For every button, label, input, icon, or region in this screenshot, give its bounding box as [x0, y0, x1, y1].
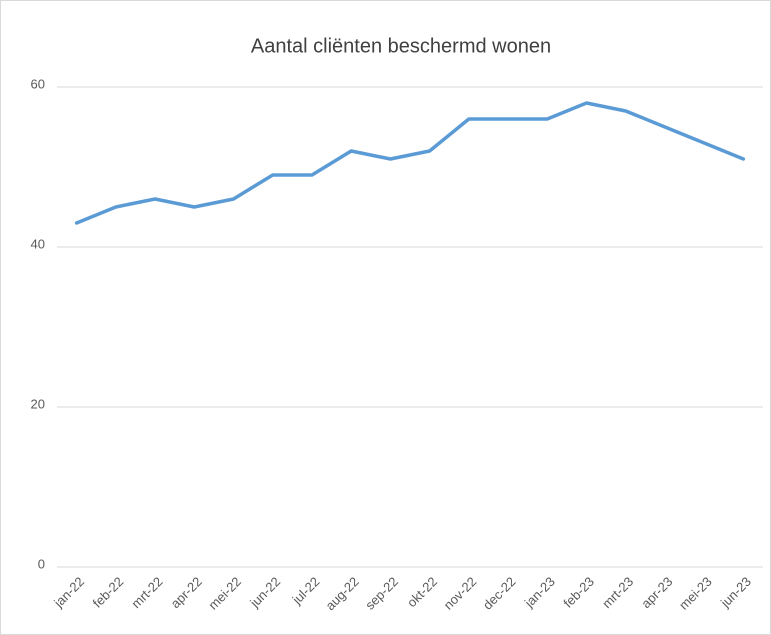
- y-tick-label: 40: [31, 236, 45, 251]
- y-tick-label: 20: [31, 396, 45, 411]
- chart-title: Aantal cliënten beschermd wonen: [251, 35, 551, 57]
- y-tick-label: 0: [38, 556, 45, 571]
- y-tick-label: 60: [31, 76, 45, 91]
- data-line: [74, 101, 746, 225]
